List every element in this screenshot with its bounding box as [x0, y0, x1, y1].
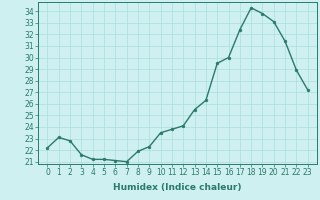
X-axis label: Humidex (Indice chaleur): Humidex (Indice chaleur)	[113, 183, 242, 192]
